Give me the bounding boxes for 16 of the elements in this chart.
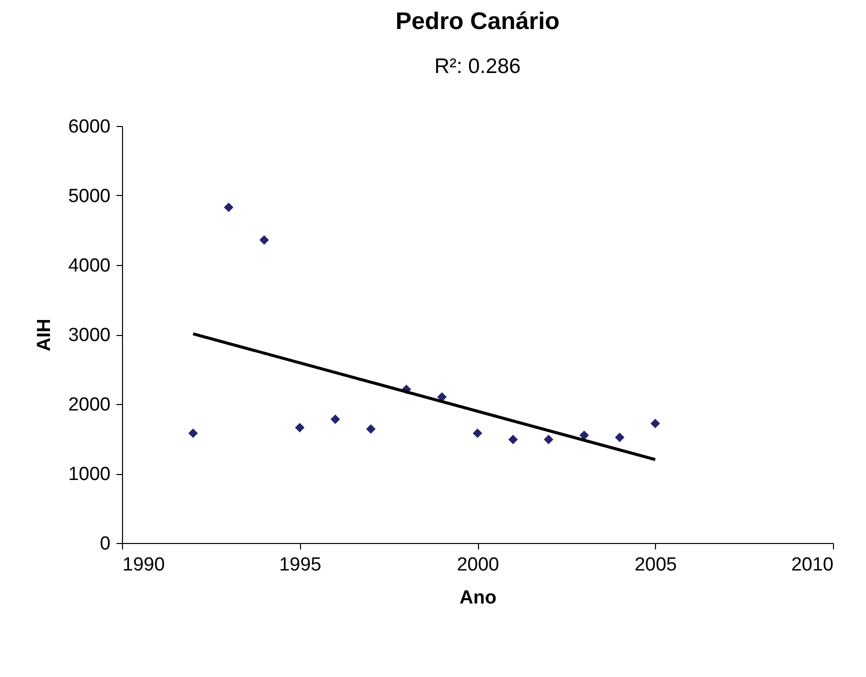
x-tick-label: 2000 [456,554,500,576]
x-tick-label: 1995 [279,554,322,576]
y-tick-label: 6000 [68,116,110,138]
y-tick-label: 1000 [68,464,110,485]
chart-title: Pedro Canário [395,8,560,35]
y-tick-label: 2000 [68,394,110,416]
y-tick-label: 5000 [68,186,110,207]
x-tick-label: 2005 [634,554,677,576]
x-tick-label: 1990 [122,554,165,576]
x-axis-title: Ano [460,588,496,608]
y-tick-label: 0 [100,534,110,554]
chart-subtitle: R²: 0.286 [434,55,521,78]
y-axis-title: AIH [34,318,56,352]
y-tick-label: 3000 [68,325,110,346]
x-tick-label: 2010 [791,554,834,576]
y-tick-label: 4000 [68,256,110,276]
